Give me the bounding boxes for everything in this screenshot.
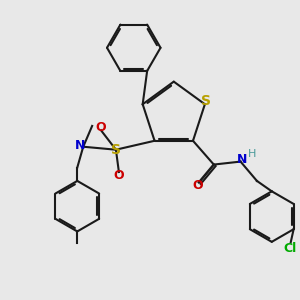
- Text: O: O: [96, 121, 106, 134]
- Text: O: O: [192, 179, 203, 193]
- Text: H: H: [248, 149, 256, 159]
- Text: S: S: [111, 143, 121, 157]
- Text: N: N: [237, 153, 247, 166]
- Text: O: O: [114, 169, 124, 182]
- Text: N: N: [74, 139, 85, 152]
- Text: Cl: Cl: [284, 242, 297, 255]
- Text: S: S: [201, 94, 212, 108]
